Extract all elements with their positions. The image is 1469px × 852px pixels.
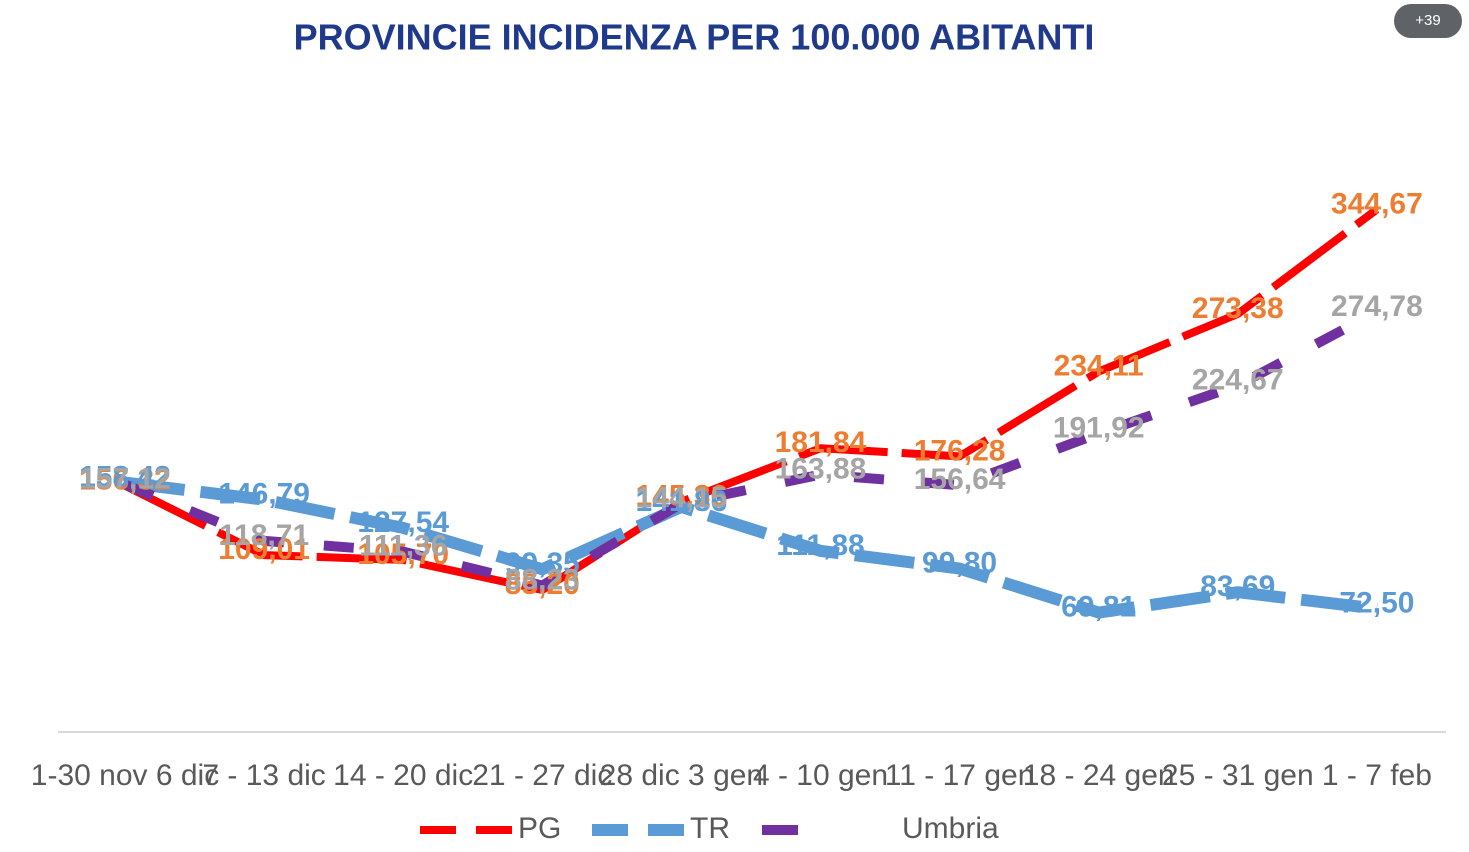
data-label: 274,78 <box>1331 290 1423 323</box>
data-label: 156,32 <box>79 464 171 497</box>
x-tick-label: 25 - 31 gen <box>1162 759 1314 792</box>
data-label: 118,71 <box>219 519 309 552</box>
data-label: 69,81 <box>1061 591 1136 624</box>
data-label: 109,01 <box>218 533 310 566</box>
data-label: 157,12 <box>79 462 171 495</box>
x-tick-label: 7 - 13 dic <box>202 759 325 792</box>
x-tick-label: 1-30 nov 6 dic <box>31 759 219 792</box>
legend-label: Umbria <box>902 812 999 845</box>
x-tick-label: 4 - 10 gen <box>753 759 888 792</box>
legend-label: PG <box>518 812 561 845</box>
data-label: 105,70 <box>357 538 449 571</box>
data-label: 181,84 <box>775 426 867 459</box>
x-tick-label: 28 dic 3 gen <box>600 759 763 792</box>
data-label: 144,15 <box>636 481 728 514</box>
data-label: 99,35 <box>505 547 580 580</box>
x-tick-label: 11 - 17 gen <box>885 759 1035 792</box>
data-label: 176,28 <box>914 434 1006 467</box>
data-label: 83,69 <box>1200 570 1275 603</box>
data-label: 141,86 <box>636 485 728 518</box>
legend-label: TR <box>690 812 730 845</box>
data-label: 85,20 <box>505 568 580 601</box>
data-label: 111,36 <box>359 530 447 563</box>
data-label: 191,92 <box>1053 411 1145 444</box>
data-label: 273,38 <box>1192 292 1284 325</box>
data-label: 88,23 <box>505 563 580 596</box>
line-tr <box>124 476 1378 619</box>
line-umbria <box>123 307 1380 591</box>
data-label: 224,67 <box>1192 363 1284 396</box>
x-tick-label: 14 - 20 dic <box>333 759 473 792</box>
data-label: 156,64 <box>914 463 1006 496</box>
data-label: 234,11 <box>1054 349 1144 382</box>
x-tick-label: 21 - 27 dic <box>472 759 612 792</box>
data-label: 158,42 <box>79 461 171 494</box>
x-tick-label: 1 - 7 feb <box>1322 759 1432 792</box>
data-label: 72,50 <box>1339 587 1414 620</box>
data-label: 146,79 <box>218 478 310 511</box>
participants-badge[interactable] <box>1394 4 1462 38</box>
chart-title: PROVINCIE INCIDENZA PER 100.000 ABITANTI <box>294 17 1095 58</box>
data-label: 145,36 <box>636 480 728 513</box>
data-label: 127,54 <box>357 506 449 539</box>
participants-count: +39 <box>1415 12 1440 29</box>
data-label: 163,88 <box>775 453 867 486</box>
line-pg <box>123 206 1380 595</box>
data-label: 99,80 <box>922 547 997 580</box>
data-label: 111,88 <box>776 529 864 562</box>
data-label: 344,67 <box>1331 187 1423 220</box>
x-tick-label: 18 - 24 gen <box>1023 759 1175 792</box>
